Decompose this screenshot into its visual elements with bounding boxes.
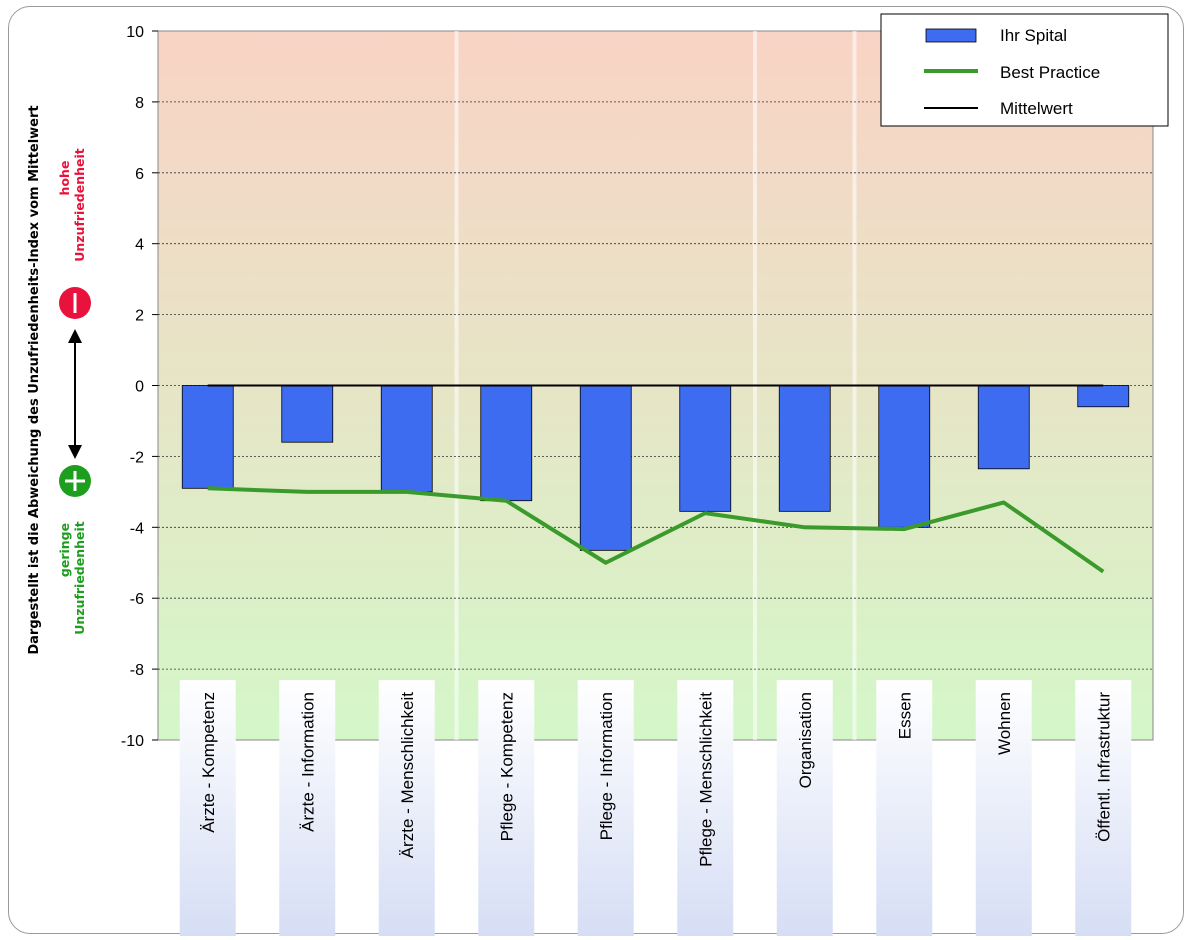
- category-label: Ärzte - Kompetenz: [199, 692, 218, 833]
- category-label-panel: [677, 680, 734, 936]
- bar-ihr-spital: [878, 385, 931, 528]
- category-label: Essen: [895, 692, 914, 739]
- low-dissatisfaction-label-line2: Unzufriedenheit: [72, 521, 87, 635]
- category-label-panel: [1075, 680, 1132, 936]
- y-tick-label: 8: [135, 95, 144, 112]
- bar-ihr-spital: [480, 385, 533, 502]
- category-label-panel: [378, 680, 435, 936]
- category-label: Organisation: [796, 692, 815, 788]
- bar-ihr-spital: [977, 385, 1030, 470]
- y-tick-label: -10: [121, 733, 144, 750]
- y-axis-title: Dargestellt ist die Abweichung des Unzuf…: [27, 105, 42, 654]
- y-tick-label: -2: [130, 449, 144, 466]
- y-tick-label: -4: [130, 520, 144, 537]
- category-label-panel: [179, 680, 236, 936]
- best-practice-line: [207, 486, 1105, 574]
- bar-ihr-spital: [380, 385, 433, 493]
- category-label-panel: [577, 680, 634, 936]
- category-label: Ärzte - Menschlichkeit: [398, 692, 417, 859]
- category-label: Pflege - Kompetenz: [497, 692, 516, 841]
- bar-ihr-spital: [1077, 385, 1130, 408]
- category-labels: Ärzte - Kompetenz Ärzte - Information Ärzt…: [199, 692, 1114, 867]
- category-label: Pflege - Information: [597, 692, 616, 840]
- category-label: Wohnen: [995, 692, 1014, 755]
- y-axis-ticks: 10 8 6 4 2 0 -2 -4 -6 -8 -10: [121, 24, 158, 750]
- bar-ihr-spital: [778, 385, 831, 512]
- bar-ihr-spital: [281, 385, 334, 443]
- category-label-panel: [876, 680, 933, 936]
- category-label-panel: [478, 680, 535, 936]
- y-tick-label: 2: [135, 308, 144, 325]
- y-tick-label: -8: [130, 662, 144, 679]
- legend-label-ihr-spital: Ihr Spital: [1000, 26, 1067, 45]
- category-label: Ärzte - Information: [298, 692, 317, 832]
- category-label: Öffentl. Infrastruktur: [1094, 692, 1113, 842]
- high-dissatisfaction-label-line1: hohe: [57, 161, 72, 196]
- legend-label-best-practice: Best Practice: [1000, 63, 1100, 82]
- category-label: Pflege - Menschlichkeit: [696, 692, 715, 867]
- category-label-panel: [776, 680, 833, 936]
- plus-circle-icon: [59, 465, 91, 497]
- y-tick-label: 0: [135, 379, 144, 396]
- high-dissatisfaction-label-line2: Unzufriedenheit: [72, 148, 87, 262]
- minus-circle-icon: [59, 287, 91, 319]
- y-tick-label: -6: [130, 591, 144, 608]
- legend-swatch-ihr-spital: [925, 28, 977, 43]
- legend-label-mittelwert: Mittelwert: [1000, 99, 1073, 118]
- bar-ihr-spital: [579, 385, 632, 551]
- category-label-panel: [975, 680, 1032, 936]
- y-tick-label: 4: [135, 237, 144, 254]
- low-dissatisfaction-label-line1: geringe: [57, 523, 72, 577]
- bar-ihr-spital: [181, 385, 234, 489]
- bar-ihr-spital: [679, 385, 732, 512]
- y-tick-label: 10: [126, 24, 144, 41]
- y-tick-label: 6: [135, 166, 144, 183]
- category-label-panel: [279, 680, 336, 936]
- category-label-backgrounds: [179, 680, 1132, 936]
- legend: Ihr Spital Best Practice Mittelwert: [880, 13, 1169, 127]
